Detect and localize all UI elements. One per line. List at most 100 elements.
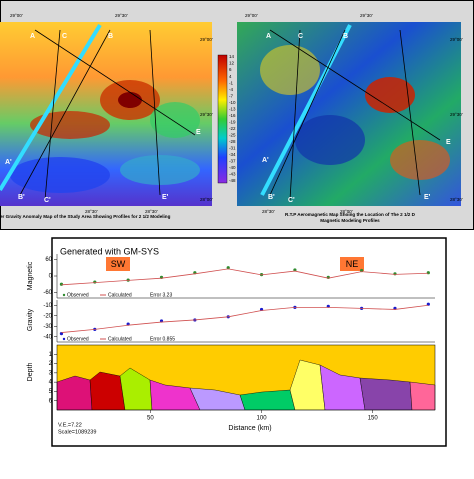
model-title: Generated with GM-SYS: [60, 246, 159, 256]
colorbar-label: 6: [229, 67, 232, 72]
y-tick-label: 60: [45, 257, 52, 263]
coordinate: 29°00': [245, 13, 258, 18]
panel-label: Depth: [27, 363, 34, 382]
colorbar-label: 14: [229, 54, 235, 59]
x-tick-label: 50: [147, 416, 154, 422]
coordinate: 28°30': [145, 209, 158, 214]
calculated-line: [61, 304, 429, 333]
colorbar-label: -13: [229, 106, 236, 111]
direction-label: SW: [111, 259, 126, 269]
y-tick-label: 2: [49, 361, 53, 367]
map-label: B': [268, 194, 275, 201]
coordinate: 28°00': [200, 197, 213, 202]
legend-marker: [62, 293, 66, 297]
observed-point: [393, 272, 397, 276]
map-label: B: [108, 33, 113, 40]
colorbar-label: -25: [229, 133, 236, 138]
map-caption: R.T.P Aeromagnetic Map Shoing the Locati…: [285, 212, 416, 223]
y-tick-label: 6: [49, 398, 53, 404]
observed-point: [93, 280, 97, 284]
direction-box: [340, 257, 364, 271]
colorbar-label: 12: [229, 61, 235, 66]
y-tick-label: -30: [43, 324, 52, 330]
coordinate: 29°30': [360, 13, 373, 18]
coordinate: 29°30': [450, 112, 463, 117]
colorbar-label: -34: [229, 152, 236, 157]
y-tick-label: 1: [49, 352, 53, 358]
map-label: C': [44, 197, 51, 204]
map-caption: er Gravity Anomaly Map of the Study Area…: [0, 214, 171, 219]
calculated-line: [61, 268, 429, 286]
coordinate: 28°30': [85, 209, 98, 214]
coordinate: 29°00': [200, 37, 213, 42]
observed-point: [426, 271, 430, 275]
colorbar-label: -37: [229, 159, 236, 164]
y-tick-label: -40: [43, 334, 52, 340]
map-label: B: [343, 33, 348, 40]
coordinate: 28°30': [450, 197, 463, 202]
colorbar-label: -22: [229, 126, 236, 131]
depth-bodies: [56, 359, 436, 411]
colorbar-label: -1: [229, 80, 233, 85]
colorbar-label: -43: [229, 172, 236, 177]
map-label: C': [288, 197, 295, 204]
panel-label: Gravity: [27, 308, 34, 331]
x-axis-label: Distance (km): [228, 425, 271, 432]
colorbar-label: -40: [229, 165, 236, 170]
vertical-exaggeration: V.E.=7.22: [58, 422, 82, 428]
map-label: E': [424, 194, 431, 201]
direction-label: NE: [346, 259, 359, 269]
y-tick-label: -20: [43, 313, 52, 319]
colorbar-label: -28: [229, 139, 236, 144]
legend-entry: Observed: [67, 336, 89, 342]
y-tick-label: 0: [49, 274, 53, 280]
map-label: E: [446, 139, 451, 146]
map-label: C: [62, 33, 67, 40]
legend-entry: Calculated: [108, 292, 132, 298]
coordinate: 29°00': [450, 37, 463, 42]
map-label: A: [30, 33, 35, 40]
map-label: C: [298, 33, 303, 40]
scale: Scale=1089239: [58, 429, 96, 435]
legend-entry: Error 3.23: [150, 292, 172, 298]
map-label: A: [266, 33, 271, 40]
coordinate: 29°30': [115, 13, 128, 18]
map-label: E: [196, 129, 201, 136]
y-tick-label: 4: [49, 380, 53, 386]
colorbar-label: -16: [229, 113, 236, 118]
observed-point: [226, 266, 230, 270]
map-label: A': [5, 159, 12, 166]
gravity-map: [0, 22, 228, 206]
y-tick-label: 5: [49, 389, 53, 395]
legend-entry: Observed: [67, 292, 89, 298]
direction-box: [106, 257, 130, 271]
map-label: E': [162, 194, 169, 201]
y-tick-label: -60: [43, 290, 52, 296]
colorbar-label: -31: [229, 146, 236, 151]
colorbar-label: -7: [229, 93, 233, 98]
legend-marker: [62, 337, 66, 341]
observed-point: [59, 282, 64, 286]
colorbar-label: 4: [229, 74, 232, 79]
x-tick-label: 150: [368, 416, 379, 422]
colorbar-label: -48: [229, 178, 236, 183]
y-tick-label: -10: [43, 303, 52, 309]
legend-entry: Error 0.855: [150, 336, 175, 342]
magnetic-map: [237, 22, 461, 206]
colorbar-label: -4: [229, 87, 233, 92]
coordinate: 29°00': [10, 13, 23, 18]
x-tick-label: 100: [257, 416, 268, 422]
coordinate: 29°30': [200, 112, 213, 117]
panel-label: Magnetic: [27, 261, 34, 290]
coordinate: 28°30': [262, 209, 275, 214]
legend-entry: Calculated: [108, 336, 132, 342]
map-label: B': [18, 194, 25, 201]
y-tick-label: 3: [49, 370, 53, 376]
depth-frame: [56, 344, 436, 411]
colorbar-label: -19: [229, 119, 236, 124]
colorbar-label: -10: [229, 100, 236, 105]
map-label: A': [262, 157, 269, 164]
coordinate: 28°00': [340, 209, 353, 214]
